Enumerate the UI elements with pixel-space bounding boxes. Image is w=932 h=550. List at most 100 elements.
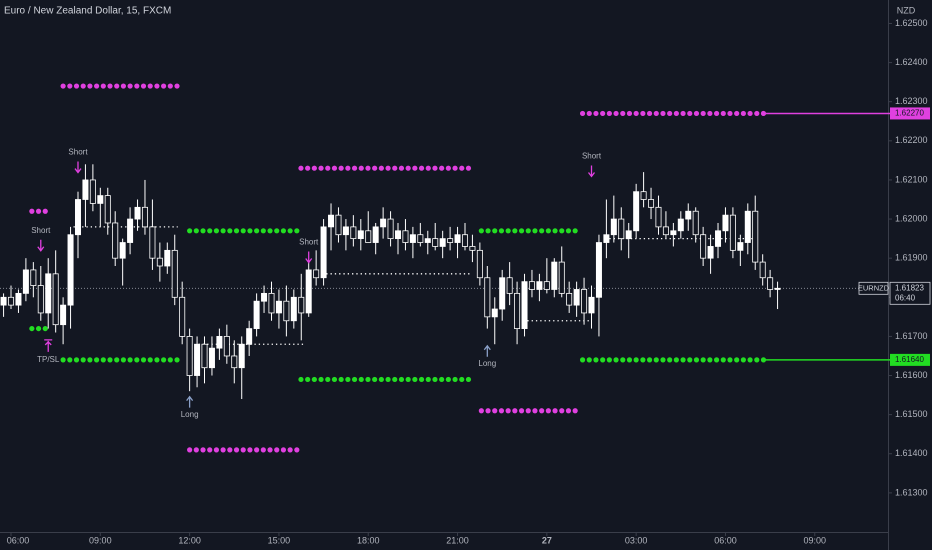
level-dot bbox=[372, 376, 378, 383]
candle-body bbox=[395, 230, 402, 240]
x-tick-label: 09:00 bbox=[89, 535, 112, 545]
level-dot bbox=[42, 325, 48, 332]
level-dot bbox=[274, 228, 280, 234]
candle-body bbox=[141, 206, 148, 228]
level-dot bbox=[247, 447, 253, 453]
level-dot bbox=[620, 110, 626, 117]
candle-body bbox=[127, 218, 134, 243]
candle-body bbox=[164, 249, 171, 267]
level-dot bbox=[518, 228, 525, 234]
level-dot bbox=[120, 357, 127, 363]
candle-body bbox=[409, 234, 416, 243]
level-dot bbox=[600, 357, 606, 363]
level-dot bbox=[418, 165, 425, 171]
level-dot bbox=[127, 83, 133, 89]
level-dot bbox=[80, 83, 86, 89]
candle-body bbox=[52, 273, 59, 326]
level-dot bbox=[267, 228, 273, 234]
level-dot bbox=[267, 447, 273, 453]
level-dot bbox=[345, 165, 351, 171]
signal-arrow bbox=[37, 239, 45, 252]
candle-body bbox=[387, 218, 394, 240]
level-dot bbox=[498, 228, 505, 234]
level-dot bbox=[398, 376, 405, 383]
level-dot bbox=[586, 110, 592, 117]
level-dot bbox=[398, 165, 405, 171]
level-dot bbox=[525, 408, 531, 414]
level-dot bbox=[254, 228, 260, 234]
level-dot bbox=[287, 447, 293, 453]
level-dot bbox=[633, 357, 639, 363]
chart-title: Euro / New Zealand Dollar, 15, FXCM bbox=[4, 6, 171, 17]
level-dot bbox=[127, 357, 133, 363]
level-dot bbox=[512, 228, 518, 234]
level-dot bbox=[161, 83, 167, 89]
signal-arrow bbox=[186, 395, 194, 408]
y-tick-label: 1.61500 bbox=[895, 409, 928, 419]
candle-body bbox=[104, 195, 111, 224]
x-tick-label: 06:00 bbox=[7, 535, 30, 545]
candle-body bbox=[581, 289, 588, 314]
level-dot bbox=[579, 357, 586, 363]
level-dot bbox=[351, 376, 358, 383]
level-dot bbox=[220, 447, 226, 453]
candle-body bbox=[22, 269, 29, 294]
candle-body bbox=[506, 277, 513, 294]
level-dot bbox=[545, 408, 551, 414]
candle-body bbox=[82, 179, 89, 200]
level-dot bbox=[134, 357, 140, 363]
candle-body bbox=[30, 269, 37, 286]
level-dot bbox=[667, 357, 673, 363]
signal-label: Long bbox=[478, 359, 496, 368]
candle-body bbox=[74, 199, 81, 236]
level-dot bbox=[680, 110, 686, 117]
level-dot bbox=[613, 110, 619, 117]
level-dot bbox=[87, 357, 93, 363]
candle-body bbox=[112, 222, 119, 259]
level-dot bbox=[260, 447, 266, 453]
level-dot bbox=[640, 357, 646, 363]
level-dot bbox=[167, 83, 173, 89]
level-dot bbox=[552, 228, 558, 234]
price-label-bg bbox=[890, 353, 930, 366]
level-dot bbox=[660, 110, 666, 117]
level-dot bbox=[707, 357, 713, 363]
level-dot bbox=[579, 110, 586, 117]
level-dot bbox=[240, 228, 246, 234]
x-tick-label: 12:00 bbox=[178, 535, 201, 545]
candle-body bbox=[246, 328, 253, 345]
level-dot bbox=[200, 228, 206, 234]
level-dot bbox=[518, 408, 525, 414]
signal-label: Short bbox=[299, 238, 319, 247]
level-dot bbox=[700, 110, 706, 117]
level-dot bbox=[559, 228, 565, 234]
level-dot bbox=[727, 110, 733, 117]
candle-body bbox=[774, 287, 781, 290]
candle-body bbox=[305, 269, 312, 314]
x-tick-label: 21:00 bbox=[446, 535, 469, 545]
level-dot bbox=[351, 165, 358, 171]
level-dot bbox=[465, 165, 472, 171]
candle-body bbox=[231, 355, 238, 369]
level-dot bbox=[294, 447, 300, 453]
level-dot bbox=[60, 357, 66, 363]
candle-body bbox=[8, 296, 15, 306]
candle-body bbox=[208, 347, 215, 369]
candle-body bbox=[677, 218, 684, 232]
candle-body bbox=[447, 238, 454, 243]
level-dot bbox=[713, 357, 720, 363]
candle-body bbox=[759, 261, 766, 279]
candle-body bbox=[469, 246, 476, 251]
current-price-label: 1.61823 bbox=[895, 283, 924, 292]
level-dot bbox=[161, 357, 167, 363]
candle-body bbox=[320, 226, 327, 279]
level-dot bbox=[498, 408, 505, 414]
candle-body bbox=[752, 210, 759, 263]
candle-body bbox=[134, 206, 141, 220]
candle-body bbox=[670, 230, 677, 236]
level-dot bbox=[227, 447, 233, 453]
level-dot bbox=[452, 165, 458, 171]
level-dot bbox=[378, 165, 384, 171]
level-dot bbox=[405, 165, 411, 171]
